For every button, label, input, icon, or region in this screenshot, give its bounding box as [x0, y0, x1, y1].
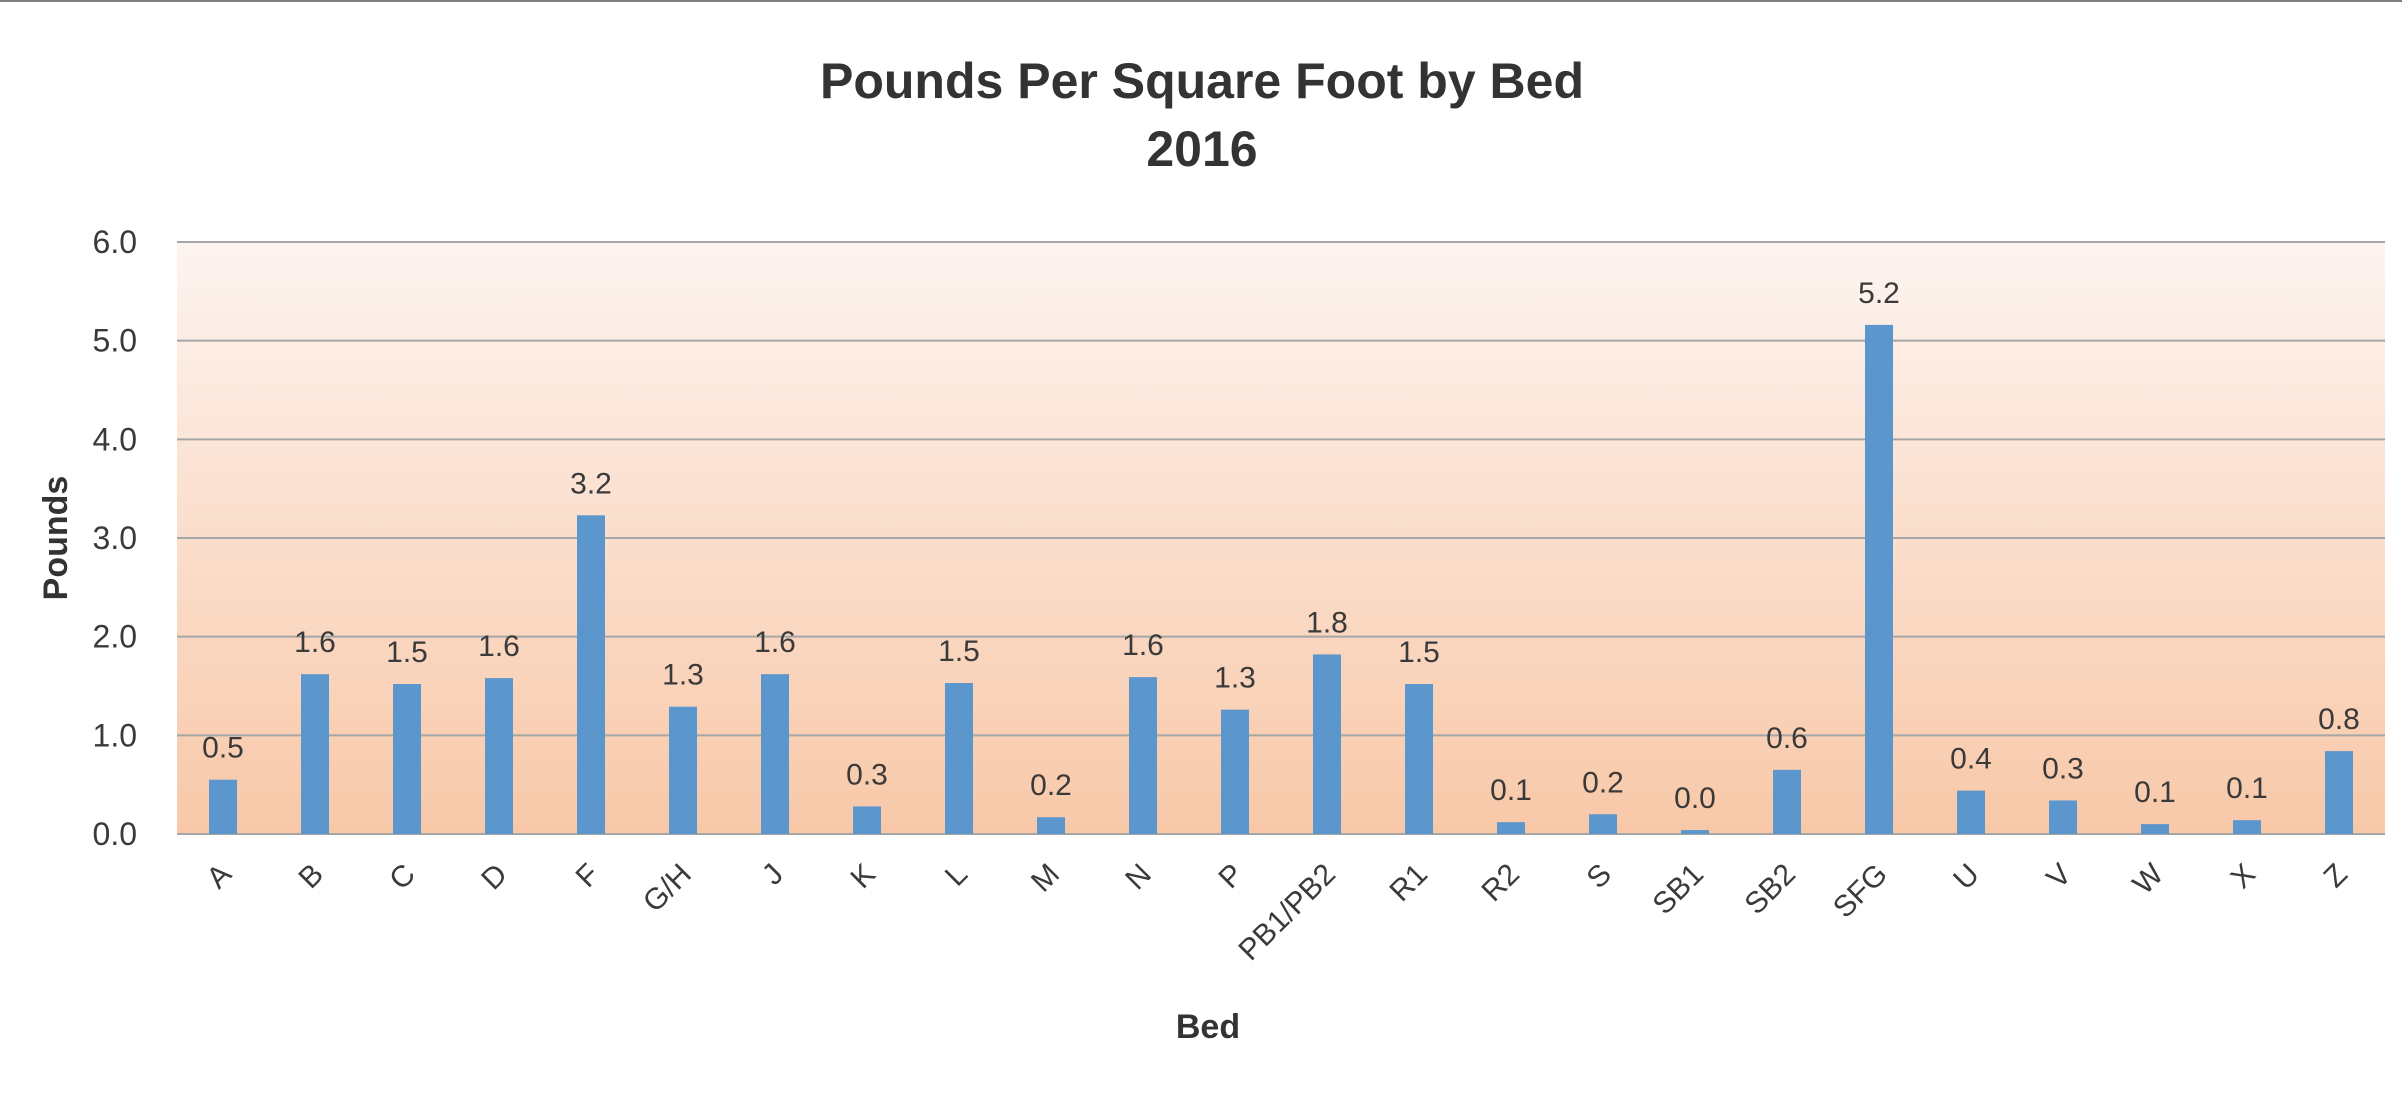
top-border	[0, 0, 2402, 2]
data-label: 1.3	[1214, 662, 1256, 695]
data-label: 0.4	[1950, 743, 1992, 776]
y-tick-label: 0.0	[93, 816, 137, 852]
gridlines	[177, 241, 2385, 835]
x-category-label: R1	[1383, 858, 1433, 908]
bar	[2325, 751, 2353, 834]
bar	[1589, 814, 1617, 834]
data-label: 0.2	[1030, 769, 1072, 802]
data-label: 0.1	[1490, 774, 1532, 807]
x-category-label: B	[292, 858, 329, 895]
chart-subtitle: 2016	[1146, 121, 1257, 177]
bar	[485, 678, 513, 834]
data-label: 0.3	[846, 758, 888, 791]
x-category-label: SB1	[1647, 858, 1710, 921]
x-category-label: C	[383, 858, 422, 897]
x-category-label: X	[2224, 858, 2261, 895]
x-category-label: S	[1580, 858, 1617, 895]
data-label: 1.5	[386, 636, 428, 669]
x-category-label: SB2	[1739, 858, 1802, 921]
bar	[301, 674, 329, 834]
data-label: 0.1	[2134, 776, 2176, 809]
x-category-label: P	[1212, 858, 1249, 895]
data-label: 5.2	[1858, 277, 1900, 310]
bar	[1957, 790, 1985, 834]
x-category-label: V	[2040, 858, 2077, 895]
data-label: 1.6	[478, 630, 520, 663]
bar	[1773, 769, 1801, 834]
x-category-label: N	[1119, 858, 1158, 897]
x-category-label: G/H	[637, 858, 698, 919]
bar	[209, 779, 237, 834]
data-label: 0.2	[1582, 766, 1624, 799]
y-tick-label: 3.0	[93, 520, 137, 556]
x-category-label: U	[1947, 858, 1986, 897]
bar	[1313, 654, 1341, 834]
data-label: 0.5	[202, 732, 244, 765]
x-category-label: M	[1025, 858, 1066, 899]
data-label: 1.5	[938, 635, 980, 668]
x-category-label: R2	[1475, 858, 1525, 908]
chart-title: Pounds Per Square Foot by Bed	[820, 53, 1584, 109]
bar	[761, 674, 789, 834]
x-category-label: W	[2127, 857, 2171, 901]
data-label: 0.1	[2226, 772, 2268, 805]
bar	[1681, 830, 1709, 834]
bar	[1405, 684, 1433, 834]
bar	[1129, 677, 1157, 834]
bar	[853, 806, 881, 834]
data-label: 1.6	[754, 626, 796, 659]
bar	[2233, 820, 2261, 834]
bar	[1865, 324, 1893, 834]
bar	[1221, 709, 1249, 834]
bar	[1497, 822, 1525, 834]
data-label: 1.6	[1122, 629, 1164, 662]
y-axis-title: Pounds	[37, 476, 75, 601]
data-label: 0.0	[1674, 782, 1716, 815]
data-label: 0.8	[2318, 703, 2360, 736]
data-label: 0.3	[2042, 752, 2084, 785]
x-category-label: F	[570, 858, 606, 894]
x-category-label: PB1/PB2	[1233, 858, 1342, 967]
bar	[393, 684, 421, 834]
bar	[577, 515, 605, 834]
data-label: 0.6	[1766, 722, 1808, 755]
x-category-label: A	[200, 858, 237, 895]
data-labels: 0.5 1.6 1.5 1.6 3.2 1.3 1.6 0.3 1.5 0.2 1.6 1.3 1.8 1…	[202, 277, 2360, 815]
bar	[2141, 824, 2169, 834]
y-tick-label: 1.0	[93, 717, 137, 753]
bar-series	[209, 324, 2353, 834]
y-axis-ticks: 0.0 1.0 2.0 3.0 4.0 5.0 6.0	[93, 224, 137, 852]
bar	[945, 683, 973, 834]
x-axis-title: Bed	[1176, 1008, 1240, 1046]
x-category-label: SFG	[1827, 858, 1894, 925]
x-category-label: J	[756, 858, 790, 892]
y-tick-label: 4.0	[93, 421, 137, 457]
data-label: 1.6	[294, 626, 336, 659]
bar	[1037, 817, 1065, 834]
y-tick-label: 5.0	[93, 323, 137, 359]
x-category-label: L	[939, 858, 974, 893]
y-tick-label: 2.0	[93, 619, 137, 655]
data-label: 3.2	[570, 467, 612, 500]
data-label: 1.5	[1398, 636, 1440, 669]
data-label: 1.3	[662, 659, 704, 692]
y-tick-label: 6.0	[93, 224, 137, 260]
x-category-label: D	[475, 858, 514, 897]
x-category-label: Z	[2318, 858, 2354, 894]
bar	[669, 706, 697, 834]
data-label: 1.8	[1306, 606, 1348, 639]
bar	[2049, 800, 2077, 834]
x-category-label: K	[844, 858, 881, 895]
